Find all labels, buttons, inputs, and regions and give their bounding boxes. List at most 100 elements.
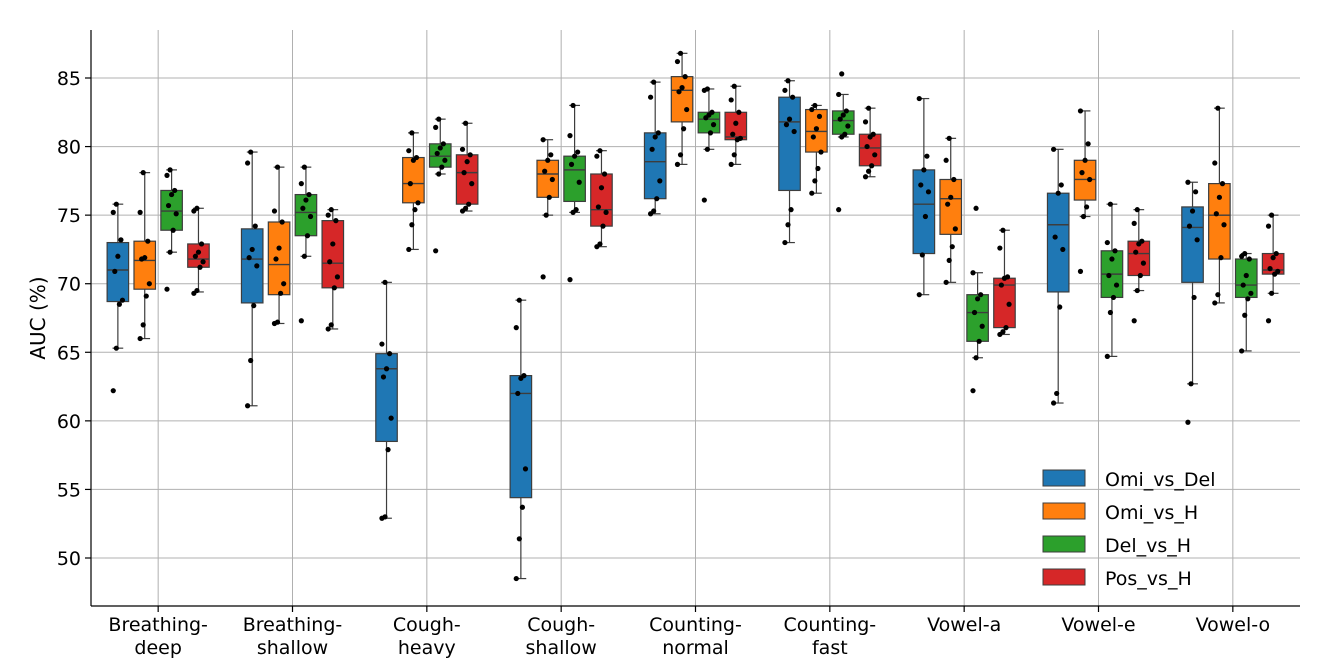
data-point xyxy=(1057,304,1063,310)
data-point xyxy=(916,292,922,298)
grid-lines xyxy=(91,30,1300,606)
data-point xyxy=(813,126,820,132)
legend-label: Omi_vs_H xyxy=(1105,502,1198,524)
data-point xyxy=(701,197,707,203)
data-point xyxy=(306,191,312,198)
data-point xyxy=(380,374,387,380)
data-point xyxy=(842,131,848,137)
data-point xyxy=(330,241,336,247)
data-point xyxy=(1104,239,1110,246)
data-point xyxy=(519,504,526,510)
data-point xyxy=(521,373,527,379)
data-point xyxy=(192,253,198,259)
data-point xyxy=(462,205,469,211)
data-point xyxy=(406,246,412,253)
data-point xyxy=(677,152,684,158)
y-tick-label: 85 xyxy=(57,68,81,90)
data-point xyxy=(1189,208,1196,214)
data-point xyxy=(818,149,824,155)
data-point xyxy=(791,128,797,135)
data-point xyxy=(576,179,582,185)
data-point xyxy=(1268,290,1275,296)
data-point xyxy=(948,194,954,200)
legend-swatch xyxy=(1042,469,1086,487)
x-tick-label: deep xyxy=(134,637,182,659)
data-point xyxy=(1050,400,1057,406)
data-point xyxy=(442,157,448,163)
data-point xyxy=(598,185,605,191)
data-point xyxy=(116,301,123,307)
y-tick-label: 70 xyxy=(57,274,81,296)
data-point xyxy=(194,205,200,211)
data-point xyxy=(840,112,846,118)
data-point xyxy=(167,167,173,173)
data-point xyxy=(1109,256,1115,262)
data-point xyxy=(916,95,922,102)
data-point xyxy=(436,116,442,122)
data-point xyxy=(1054,390,1060,397)
box-Omi_vs_H-4 xyxy=(670,50,694,167)
data-point xyxy=(1243,272,1249,279)
box-Del_vs_H-1 xyxy=(294,164,318,324)
data-point xyxy=(137,335,143,342)
data-point xyxy=(549,176,555,183)
data-point xyxy=(568,161,575,167)
data-point xyxy=(461,170,467,176)
data-point xyxy=(303,197,309,203)
box-Del_vs_H-6 xyxy=(966,205,989,394)
data-point xyxy=(1084,204,1090,210)
data-point xyxy=(1193,189,1199,195)
data-point xyxy=(167,249,173,255)
box-iqr xyxy=(912,169,936,255)
data-point xyxy=(1112,248,1118,254)
data-point xyxy=(440,141,446,147)
box-Omi_vs_Del-3 xyxy=(509,297,533,582)
data-point xyxy=(540,274,546,280)
data-point xyxy=(1188,381,1194,387)
data-point xyxy=(433,124,439,130)
data-point xyxy=(543,212,549,218)
data-point xyxy=(572,153,578,159)
data-point xyxy=(1240,282,1246,288)
data-point xyxy=(570,102,576,109)
data-point xyxy=(1270,255,1276,261)
data-point xyxy=(946,257,952,263)
data-point xyxy=(172,187,178,194)
x-tick-label: Vowel-o xyxy=(1196,614,1271,636)
data-point xyxy=(1191,294,1197,301)
data-point xyxy=(464,159,470,165)
data-point xyxy=(869,163,875,169)
box-Del_vs_H-3 xyxy=(563,102,586,283)
data-point xyxy=(567,277,573,283)
data-point xyxy=(274,164,281,170)
data-point xyxy=(546,194,552,200)
data-point xyxy=(248,149,254,155)
x-tick-label: Counting- xyxy=(649,614,742,636)
data-point xyxy=(681,126,687,132)
data-point xyxy=(998,282,1004,288)
data-point xyxy=(112,268,118,274)
data-point xyxy=(301,253,307,259)
data-point xyxy=(113,201,119,207)
data-point xyxy=(466,201,472,207)
data-point xyxy=(1267,266,1273,272)
box-iqr xyxy=(321,220,345,289)
data-point xyxy=(1131,220,1137,226)
data-point xyxy=(731,152,737,158)
data-point xyxy=(298,318,304,324)
data-point xyxy=(654,196,660,202)
data-point xyxy=(328,207,334,213)
data-point xyxy=(251,303,257,309)
data-point xyxy=(973,205,979,211)
data-point xyxy=(304,233,311,239)
data-point xyxy=(1273,250,1279,257)
legend-swatch xyxy=(1042,502,1086,520)
data-point xyxy=(307,213,314,220)
data-point xyxy=(387,351,393,357)
data-point xyxy=(674,58,681,65)
data-point xyxy=(271,208,278,214)
data-point xyxy=(173,211,179,217)
data-point xyxy=(382,514,388,520)
legend-swatch xyxy=(1042,535,1086,553)
